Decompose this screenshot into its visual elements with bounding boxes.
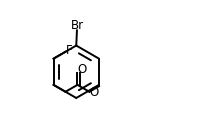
Text: F: F [66,44,73,57]
Text: O: O [77,63,86,76]
Text: Br: Br [71,19,84,32]
Text: O: O [89,86,98,99]
